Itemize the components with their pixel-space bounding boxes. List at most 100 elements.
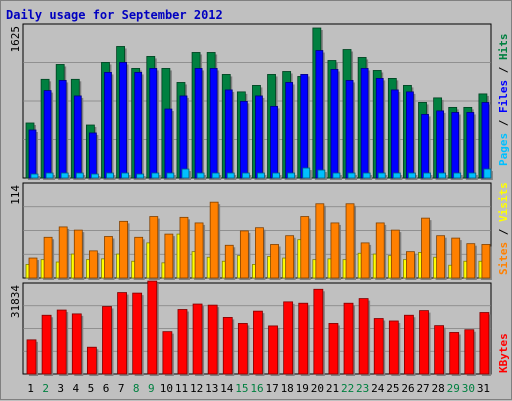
day-label: 14 [220,382,234,395]
pages-bar [362,172,371,179]
pages-bar [347,172,356,179]
kbytes-bar [419,310,429,375]
y-max-label: 1625 [9,26,22,53]
sites-bar [315,203,325,279]
files-bar [58,80,67,179]
files-bar [88,132,97,179]
sites-bar [421,217,430,279]
files-bar [179,95,188,179]
files-bar [209,68,218,179]
pages-bar [75,172,84,179]
kbytes-bar [268,325,278,375]
kbytes-bar [253,310,263,375]
sites-bar [73,229,83,279]
kbytes-bar [71,313,82,375]
kbytes-bar [298,302,309,375]
pages-bar [211,172,220,179]
day-label: 31 [477,382,490,395]
files-bar [466,112,475,179]
sites-bar [43,236,53,279]
kbytes-bar [237,323,248,375]
sites-bar [406,251,415,279]
sites-bar [119,220,128,279]
files-bar [451,112,460,179]
legend-kbytes: KBytes [497,333,510,373]
pages-bar [468,172,477,179]
legend: Pages / Files / Hits [497,34,510,167]
pages-bar [60,172,69,179]
sites-bar [481,244,491,279]
kbytes-bar [479,312,490,375]
day-label: 19 [296,382,309,395]
kbytes-bar [388,320,399,375]
pages-bar [453,172,462,179]
sites-bar [149,216,159,279]
pages-bar [377,172,386,179]
day-label: 17 [265,382,278,395]
sites-bar [179,216,189,279]
pages-bar [272,172,280,179]
sites-bar [285,235,295,279]
files-bar [330,69,339,179]
sites-bar [194,222,204,279]
sites-bar [58,226,68,279]
sites-bar [270,244,279,279]
kbytes-bar [328,323,339,375]
files-bar [375,78,384,179]
kbytes-bar [86,346,97,375]
pages-bar [121,172,129,179]
sites-bar [28,257,38,279]
kbytes-bar [313,288,324,375]
day-label: 16 [250,382,263,395]
pages-bar [106,172,114,179]
files-bar [345,80,354,179]
kbytes-bar [343,302,354,375]
day-label: 20 [311,382,324,395]
files-bar [119,62,127,179]
pages-bar [226,172,235,179]
pages-bar [196,172,205,179]
day-label: 3 [57,382,64,395]
legend-hits: Hits [497,34,510,61]
kbytes-bar [192,303,203,375]
files-bar [481,102,490,179]
sites-bar [390,229,400,279]
files-bar [436,110,445,179]
files-bar [239,100,248,179]
files-bar [360,68,369,179]
y-max-label: 31834 [9,285,22,318]
kbytes-bar [207,304,218,375]
kbytes-bar [26,339,37,375]
day-label: 15 [235,382,248,395]
legend-separator: / [497,60,510,80]
sites-bar [164,233,174,279]
kbytes-bar [132,292,143,375]
files-bar [73,95,82,179]
day-label: 24 [371,382,385,395]
files-bar [300,74,309,179]
files-bar [164,108,173,179]
kbytes-bar [358,298,369,375]
kbytes-bar [373,318,384,375]
pages-bar [423,172,431,179]
pages-bar [181,168,190,179]
day-label: 2 [42,382,49,395]
pages-bar [90,173,99,179]
sites-bar [224,244,234,279]
day-label: 25 [386,382,399,395]
sites-bar [300,216,310,279]
day-label: 18 [281,382,294,395]
day-label: 5 [88,382,95,395]
legend-files: Files [497,80,510,113]
kbytes-bar [464,329,475,375]
pages-bar [332,172,341,179]
legend-separator: / [497,113,510,133]
pages-bar [287,172,296,179]
day-label: 6 [103,382,110,395]
files-bar [390,89,399,179]
kbytes-bar [56,309,67,375]
files-bar [406,91,414,179]
day-label: 1 [27,382,34,395]
pages-bar [136,173,145,179]
